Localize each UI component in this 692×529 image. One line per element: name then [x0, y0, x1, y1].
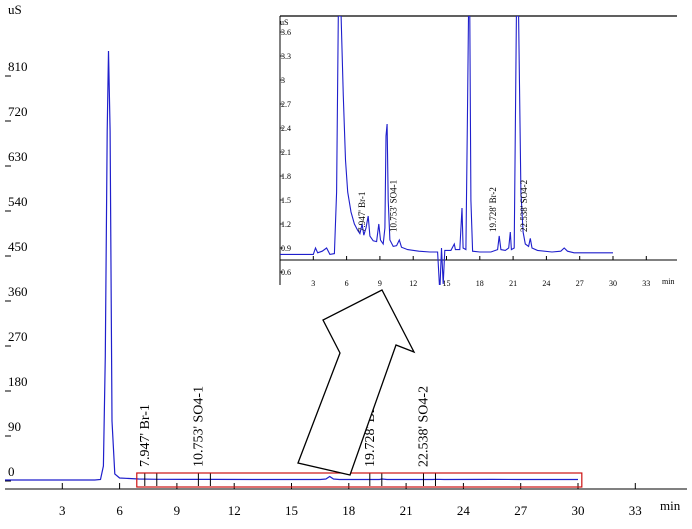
inset-y-tick-label: 3 — [281, 76, 285, 85]
inset-background — [280, 14, 679, 285]
inset-y-tick-label: 0.9 — [281, 244, 291, 253]
inset-y-axis-label: uS — [280, 18, 288, 27]
inset-x-tick-label: 6 — [345, 279, 349, 288]
inset-y-tick-label: 1.5 — [281, 196, 291, 205]
inset-peak-label: 22.538' SO4-2 — [519, 180, 529, 232]
inset-y-tick-label: 2.4 — [281, 124, 291, 133]
main-x-tick-label: 27 — [514, 503, 528, 518]
inset-series-line — [280, 16, 613, 285]
main-x-tick-label: 21 — [400, 503, 413, 518]
inset-peak-label: 19.728' Br-2 — [488, 187, 498, 232]
main-y-tick-label: 90 — [8, 419, 21, 434]
main-y-tick-label: 720 — [8, 104, 28, 119]
main-y-tick-label: 630 — [8, 149, 28, 164]
inset-x-tick-label: 33 — [642, 279, 650, 288]
main-y-tick-label: 0 — [8, 464, 15, 479]
inset-x-tick-label: 27 — [576, 279, 584, 288]
main-x-axis-label: min — [660, 498, 681, 513]
main-y-tick-label: 540 — [8, 194, 28, 209]
inset-x-tick-label: 9 — [378, 279, 382, 288]
main-series-line — [5, 50, 578, 481]
inset-y-tick-label: 2.1 — [281, 148, 291, 157]
inset-y-tick-label: 3.6 — [281, 28, 291, 37]
inset-chart: 3 6 9 12 15 18 21 24 27 30 33 0.6 0.9 1.2 1.5 1.8 2.1 2.4… — [279, 14, 679, 288]
main-x-tick-label: 33 — [629, 503, 642, 518]
inset-y-tick-label: 2.7 — [281, 100, 291, 109]
main-peak-label: 22.538' SO4-2 — [416, 386, 431, 467]
main-y-tick-label: 450 — [8, 239, 28, 254]
inset-peak-label: 10.753' SO4-1 — [388, 180, 398, 232]
main-y-tick-label: 360 — [8, 284, 28, 299]
main-x-tick-label: 9 — [174, 503, 181, 518]
main-x-tick-label: 3 — [59, 503, 66, 518]
main-x-tick-label: 18 — [342, 503, 355, 518]
inset-x-axis-label: min — [662, 277, 674, 286]
inset-y-tick-label: 0.6 — [281, 268, 291, 277]
inset-x-tick-label: 30 — [609, 279, 617, 288]
inset-y-tick-label: 1.2 — [281, 220, 291, 229]
main-y-tick-label: 180 — [8, 374, 28, 389]
inset-x-tick-label: 24 — [542, 279, 550, 288]
main-x-tick-label: 12 — [228, 503, 241, 518]
main-y-tick-label: 270 — [8, 329, 28, 344]
main-x-tick-label: 6 — [116, 503, 123, 518]
main-x-tick-label: 24 — [457, 503, 471, 518]
main-x-tick-label: 15 — [285, 503, 298, 518]
main-peak-label: 10.753' SO4-1 — [191, 386, 206, 467]
main-y-axis-label: uS — [8, 2, 22, 17]
main-chart: 3 6 9 12 15 18 21 24 27 30 33090180270360450540630… — [5, 2, 687, 518]
inset-y-tick-label: 3.3 — [281, 52, 291, 61]
inset-x-tick-label: 3 — [311, 279, 315, 288]
main-y-tick-label: 810 — [8, 59, 28, 74]
inset-peak-label: 7.947' Br-1 — [357, 192, 367, 232]
callout-arrow — [297, 289, 416, 476]
inset-x-tick-label: 15 — [443, 279, 451, 288]
inset-y-tick-label: 1.8 — [281, 172, 291, 181]
inset-x-tick-label: 21 — [509, 279, 517, 288]
zoom-highlight-box — [136, 472, 583, 488]
main-x-tick-label: 30 — [572, 503, 585, 518]
inset-x-tick-label: 18 — [476, 279, 484, 288]
main-peak-label: 7.947' Br-1 — [138, 404, 153, 467]
inset-x-tick-label: 12 — [409, 279, 417, 288]
